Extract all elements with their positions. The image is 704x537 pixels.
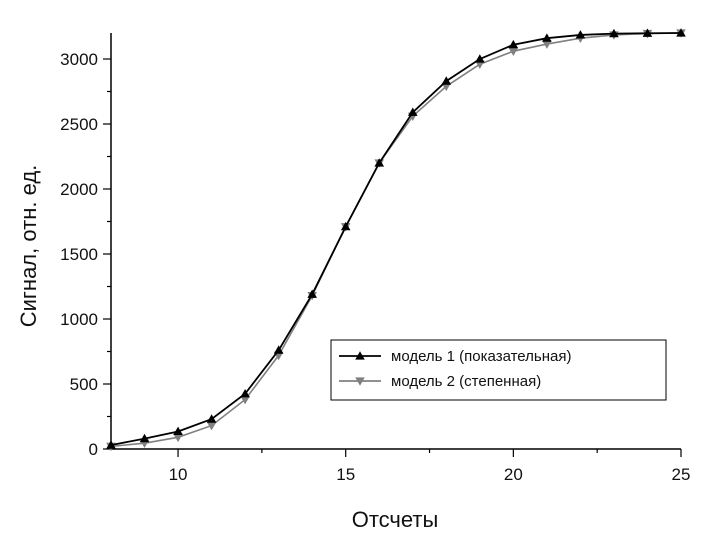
series-1-point — [173, 426, 183, 436]
y-tick-label: 2000 — [60, 180, 98, 199]
series-1-point — [575, 30, 586, 39]
x-axis-ticks: 10 15 20 25 — [169, 449, 691, 484]
y-tick-label: 500 — [70, 375, 98, 394]
series-1-point — [307, 289, 317, 298]
legend: модель 1 (показательная) модель 2 (степен… — [330, 339, 667, 401]
y-axis-ticks: 0 500 1000 1500 2000 2500 3000 — [60, 50, 111, 459]
series-2-point — [441, 82, 452, 92]
legend-box — [330, 339, 667, 401]
legend-marker-1 — [355, 351, 365, 360]
series-1-point — [508, 39, 519, 49]
series-2-line — [110, 32, 682, 448]
series-1-point — [240, 388, 250, 398]
series-2-point — [206, 422, 217, 431]
x-tick-label: 10 — [169, 465, 188, 484]
y-tick-label: 2500 — [60, 115, 98, 134]
series-1-point — [273, 345, 284, 354]
series-1-point — [441, 76, 452, 85]
series-1-point — [542, 33, 552, 42]
x-axis-title: Отсчеты — [352, 507, 439, 532]
series-1-point — [475, 54, 485, 63]
x-tick-label: 25 — [672, 465, 691, 484]
y-tick-label: 1500 — [60, 245, 98, 264]
series-1-point — [340, 221, 351, 231]
series-1-point — [206, 414, 217, 423]
series-layer — [106, 28, 686, 452]
y-axis-title: Сигнал, отн. ед. — [16, 165, 41, 328]
legend-label-1: модель 1 (показательная) — [391, 348, 571, 365]
series-1 — [106, 28, 686, 449]
series-1-point — [139, 433, 150, 443]
series-2-point — [542, 40, 552, 49]
y-tick-label: 3000 — [60, 50, 98, 69]
axes — [110, 33, 681, 450]
legend-marker-2 — [355, 377, 365, 386]
series-1-point — [609, 28, 619, 38]
series-1-point — [676, 28, 686, 37]
series-1-line — [110, 32, 682, 446]
x-tick-label: 20 — [504, 465, 523, 484]
series-1-point — [106, 440, 116, 449]
series-1-point — [374, 158, 385, 167]
y-tick-label: 1000 — [60, 310, 98, 329]
x-tick-label: 15 — [336, 465, 355, 484]
series-1-point — [407, 107, 418, 116]
series-2-point — [508, 47, 519, 56]
legend-label-2: модель 2 (степенная) — [391, 373, 541, 390]
series-2-point — [173, 433, 183, 443]
series-2-point — [240, 396, 250, 405]
series-2-point — [475, 60, 485, 69]
series-1-point — [642, 28, 653, 37]
y-tick-label: 0 — [89, 440, 98, 459]
